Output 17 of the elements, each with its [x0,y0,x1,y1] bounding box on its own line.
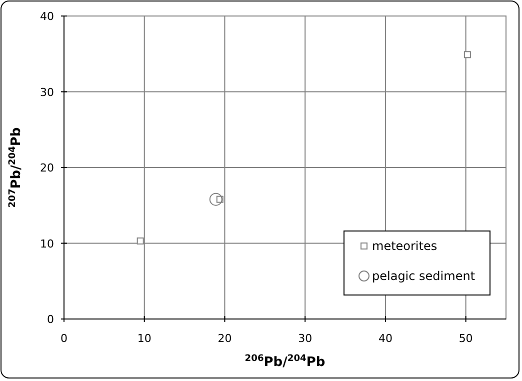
x-tick-label: 20 [218,332,232,345]
point [136,237,144,244]
x-tick-label: 30 [298,332,312,345]
y-tick-label: 30 [40,86,54,99]
x-tick-label: 0 [60,332,68,345]
point [464,51,471,58]
legend-label: pelagic sediment [372,269,476,283]
y-tick-label: 0 [47,313,54,326]
x-axis-title: $^{206}$Pb/$^{204}$Pb [244,354,326,370]
y-tick-label: 20 [40,162,54,174]
y-tick-label: 40 [40,10,54,23]
legend-label: meteorites [372,239,438,253]
y-tick-label: 10 [40,237,54,250]
point [209,192,222,206]
x-tick-label: 50 [458,332,473,345]
x-tick-label: 10 [137,332,152,345]
x-tick-label: 40 [378,332,392,345]
